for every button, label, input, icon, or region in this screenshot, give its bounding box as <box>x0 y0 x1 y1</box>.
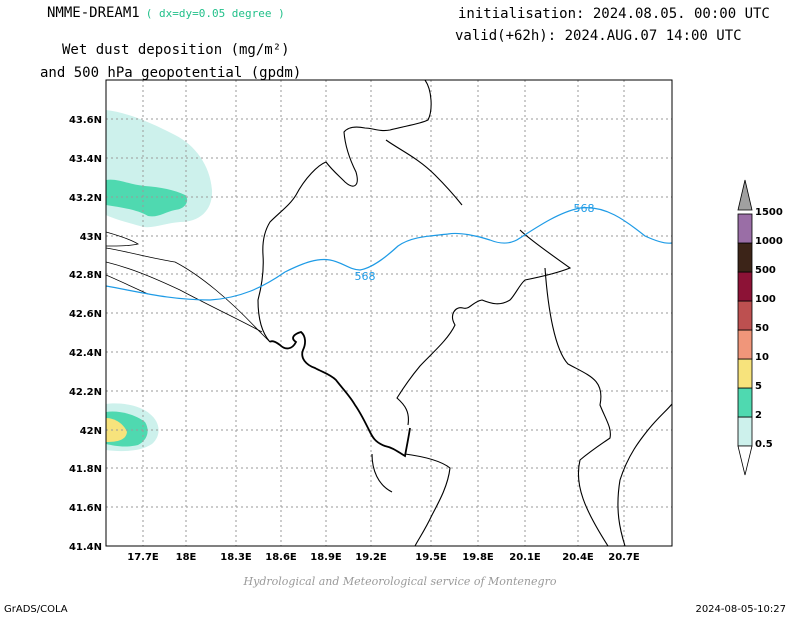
legend-swatch <box>737 213 753 244</box>
legend-label: 100 <box>755 294 776 305</box>
legend-swatch <box>737 242 753 273</box>
legend-label: 1000 <box>755 236 783 247</box>
graticule <box>106 80 672 546</box>
legend-bottom-arrow <box>737 445 753 476</box>
country-borders <box>257 80 672 546</box>
generated-timestamp: 2024-08-05-10:27 <box>695 604 786 615</box>
contour-label-568-west: 568 <box>355 270 376 283</box>
legend-label: 10 <box>755 352 769 363</box>
x-tick-label: 18.6E <box>265 552 297 563</box>
x-axis-labels: 17.7E 18E 18.3E 18.6E 18.9E 19.2E 19.5E … <box>127 552 640 563</box>
resolution-label: ( dx=dy=0.05 degree ) <box>145 7 285 20</box>
legend-label: 500 <box>755 265 776 276</box>
legend-swatch <box>737 329 753 360</box>
software-label: GrADS/COLA <box>4 604 68 615</box>
legend-top-arrow <box>737 179 753 211</box>
y-tick-label: 43.6N <box>69 115 102 126</box>
legend-label: 2 <box>755 410 762 421</box>
map-title-line2: and 500 hPa geopotential (gpdm) <box>40 65 302 81</box>
x-tick-label: 17.7E <box>127 552 159 563</box>
map-content <box>106 80 672 546</box>
y-tick-label: 43N <box>80 232 102 243</box>
geopotential-contour-568 <box>106 207 672 301</box>
legend-swatch <box>737 358 753 389</box>
x-tick-label: 18.9E <box>310 552 342 563</box>
legend-label: 5 <box>755 381 762 392</box>
dust-area-north-mid <box>106 179 188 217</box>
map-frame <box>105 79 673 547</box>
montenegro-coastline <box>269 331 411 458</box>
contour-label-568-east: 568 <box>574 202 595 215</box>
legend-label: 50 <box>755 323 769 334</box>
y-tick-label: 42N <box>80 426 102 437</box>
legend-swatch <box>737 271 753 302</box>
x-tick-label: 19.5E <box>415 552 447 563</box>
model-name: NMME-DREAM1 ( dx=dy=0.05 degree ) <box>47 5 285 21</box>
y-tick-label: 42.8N <box>69 270 102 281</box>
legend-swatch <box>737 387 753 418</box>
adriatic-coast-lines <box>106 231 271 343</box>
x-tick-label: 19.8E <box>462 552 494 563</box>
x-tick-label: 20.4E <box>562 552 594 563</box>
x-tick-label: 18E <box>176 552 197 563</box>
y-tick-label: 41.6N <box>69 503 102 514</box>
model-label: NMME-DREAM1 <box>47 5 140 21</box>
x-tick-label: 20.7E <box>608 552 640 563</box>
x-tick-label: 18.3E <box>220 552 252 563</box>
y-tick-label: 42.2N <box>69 387 102 398</box>
map-title-line1: Wet dust deposition (mg/m²) <box>62 42 290 58</box>
color-legend: 0.5 2 5 10 50 100 500 1000 1500 <box>737 179 783 476</box>
legend-label: 0.5 <box>755 439 773 450</box>
initialisation-time: initialisation: 2024.08.05. 00:00 UTC <box>458 6 770 22</box>
valid-time: valid(+62h): 2024.AUG.07 14:00 UTC <box>455 28 742 44</box>
y-tick-label: 43.2N <box>69 193 102 204</box>
legend-swatch <box>737 300 753 331</box>
y-tick-label: 41.4N <box>69 542 102 553</box>
y-tick-label: 42.4N <box>69 348 102 359</box>
x-tick-label: 20.1E <box>509 552 541 563</box>
y-axis-labels: 43.6N 43.4N 43.2N 43N 42.8N 42.6N 42.4N … <box>69 115 102 553</box>
y-tick-label: 42.6N <box>69 309 102 320</box>
credit-text: Hydrological and Meteorological service … <box>243 575 557 588</box>
legend-label: 1500 <box>755 207 783 218</box>
y-tick-label: 41.8N <box>69 464 102 475</box>
y-tick-label: 43.4N <box>69 154 102 165</box>
legend-swatch <box>737 416 753 447</box>
x-tick-label: 19.2E <box>355 552 387 563</box>
